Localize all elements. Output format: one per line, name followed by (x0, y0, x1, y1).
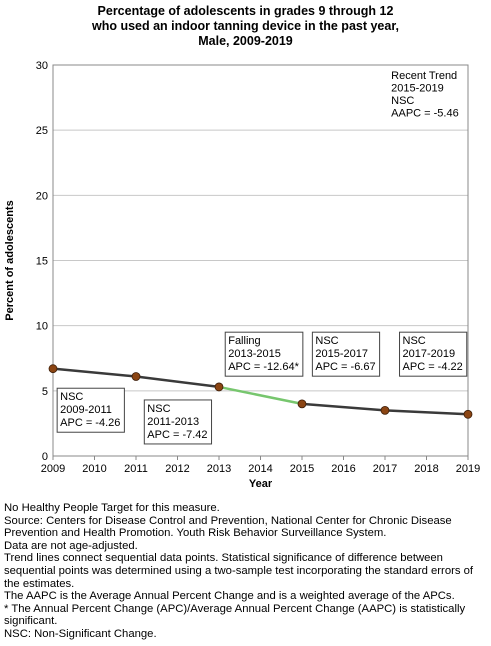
annotation-line: APC = -7.42 (147, 429, 207, 441)
annotation-line: NSC (147, 403, 170, 415)
recent-trend-line: AAPC = -5.46 (391, 107, 459, 119)
annotation-line: APC = -6.67 (315, 361, 375, 373)
y-tick-label: 15 (36, 256, 48, 268)
footnote-line: Trend lines connect sequential data poin… (4, 552, 474, 590)
chart-title-line-2: who used an indoor tanning device in the… (91, 19, 399, 33)
data-point-2009[interactable] (48, 364, 58, 374)
footnote-line: No Healthy People Target for this measur… (4, 502, 220, 514)
footnotes: No Healthy People Target for this measur… (4, 502, 488, 641)
x-tick-label: 2010 (82, 463, 106, 475)
x-tick-label: 2015 (290, 463, 314, 475)
x-tick-label: 2014 (248, 463, 272, 475)
data-point-2013[interactable] (214, 382, 224, 392)
x-tick-label: 2019 (456, 463, 480, 475)
annotation-line: 2011-2013 (147, 416, 199, 428)
annotation-box (143, 399, 213, 445)
annotation-box (311, 331, 381, 377)
annotation-line: NSC (403, 335, 426, 347)
data-point-2011[interactable] (131, 372, 141, 381)
trend-lines (51, 367, 470, 416)
x-tick-label: 2009 (41, 463, 65, 475)
footnote-line: * The Annual Percent Change (APC)/Averag… (4, 602, 466, 628)
annotation-box (56, 387, 125, 433)
data-point-2019[interactable] (463, 409, 473, 419)
annotation-line: NSC (60, 391, 83, 403)
trend-segment-2009-2011 (51, 367, 138, 378)
trend-segment-2017-2019 (383, 409, 470, 416)
annotation-line: Falling (228, 335, 260, 347)
trend-segment-2011-2013 (134, 375, 221, 389)
annotation-line: NSC (315, 335, 338, 347)
footnote-line: Data are not age-adjusted. (4, 539, 138, 552)
chart-title: Percentage of adolescents in grades 9 th… (0, 4, 491, 49)
x-tick-label: 2011 (124, 463, 148, 475)
recent-trend-line: Recent Trend (391, 70, 457, 82)
y-tick-label: 20 (36, 190, 48, 202)
annotation-box (399, 331, 468, 377)
annotation-line: APC = -4.26 (60, 417, 120, 429)
x-tick-label: 2018 (414, 463, 438, 475)
footnote-line: The AAPC is the Average Annual Percent C… (4, 590, 455, 603)
y-tick-label: 25 (36, 125, 48, 137)
x-tick-label: 2013 (207, 463, 231, 475)
annotation-line: 2015-2017 (315, 348, 368, 360)
y-axis: 0 5 10 15 20 25 30 (36, 60, 48, 463)
recent-trend-line: 2015-2019 (391, 82, 444, 94)
chart-title-line-1: Percentage of adolescents in grades 9 th… (97, 4, 394, 18)
data-points (48, 364, 473, 419)
annotation-line: APC = -4.22 (403, 361, 463, 373)
data-point-2015[interactable] (297, 399, 307, 409)
y-tick-label: 5 (42, 386, 48, 398)
y-tick-label: 30 (36, 60, 48, 72)
data-point-2017[interactable] (380, 405, 390, 415)
y-axis-label: Percent of adolescents (4, 200, 16, 320)
x-axis: 2009 2010 2011 2012 2013 2014 2015 2016 2017 2018… (41, 456, 480, 475)
y-tick-label: 0 (42, 451, 48, 463)
x-tick-label: 2016 (331, 463, 355, 475)
x-tick-label: 2017 (373, 463, 397, 475)
trend-segment-2013-2015 (217, 385, 304, 406)
footnote-line: NSC: Non-Significant Change. (4, 627, 157, 640)
footnote-line: Source: Centers for Disease Control and … (4, 514, 452, 540)
trend-segment-2015-2017 (300, 402, 387, 412)
x-tick-label: 2012 (165, 463, 189, 475)
annotation-box (224, 331, 304, 377)
annotation-line: 2009-2011 (60, 404, 112, 416)
y-tick-label: 10 (36, 321, 48, 333)
annotation-line: APC = -12.64* (228, 361, 299, 373)
chart-title-line-3: Male, 2009-2019 (198, 34, 293, 48)
annotation-line: 2017-2019 (403, 348, 456, 360)
x-axis-label: Year (249, 478, 273, 490)
recent-trend-line: NSC (391, 95, 414, 107)
annotation-line: 2013-2015 (228, 348, 281, 360)
